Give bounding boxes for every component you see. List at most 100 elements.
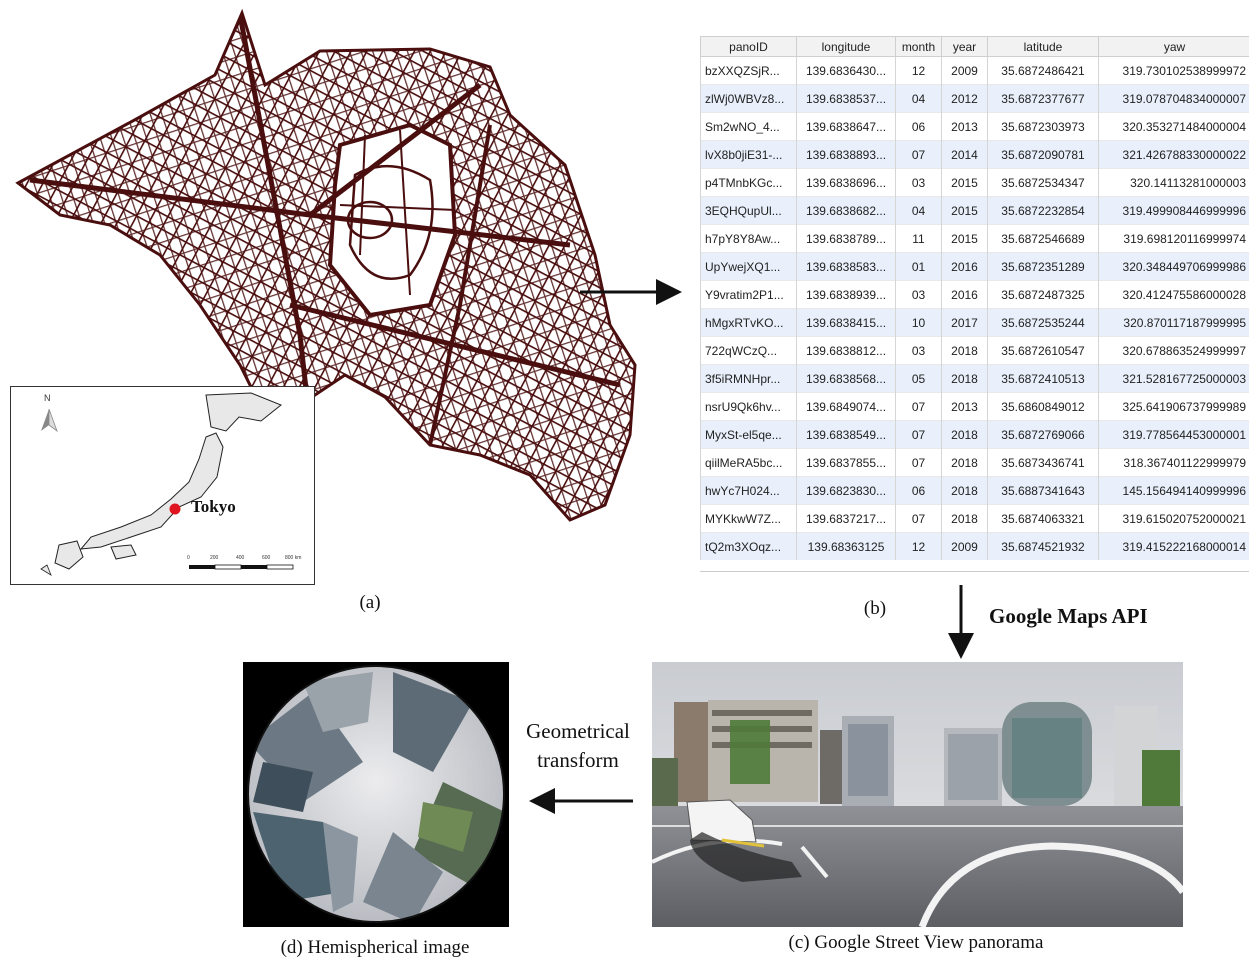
table-cell-longitude: 139.6838789... [796, 224, 896, 253]
table-cell-latitude: 35.6872486421 [987, 56, 1099, 85]
table-row[interactable]: hMgxRTvKO... 139.6838415... 10 2017 35.68725… [700, 308, 1249, 337]
caption-c: (c) Google Street View panorama [788, 932, 1044, 953]
table-cell-yaw: 319.615020752000021 [1098, 504, 1249, 533]
table-cell-yaw: 145.156494140999996 [1098, 476, 1249, 505]
table-row[interactable]: 722qWCzQ... 139.6838812... 03 2018 35.687261… [700, 336, 1249, 365]
table-cell-longitude: 139.6838939... [796, 280, 896, 309]
caption-a: (a) [359, 592, 381, 613]
table-row[interactable]: tQ2m3XOqz... 139.68363125 12 2009 35.6874521… [700, 532, 1249, 560]
table-cell-longitude: 139.6838583... [796, 252, 896, 281]
table-cell-yaw: 318.367401122999979 [1098, 448, 1249, 477]
table-cell-longitude: 139.6838682... [796, 196, 896, 225]
scale-bar [189, 564, 294, 570]
table-cell-panoid: MyxSt-el5qe... [700, 420, 797, 449]
scale-tick: 0 [187, 555, 190, 561]
table-cell-yaw: 319.499908446999996 [1098, 196, 1249, 225]
table-cell-yaw: 320.678863524999997 [1098, 336, 1249, 365]
table-cell-longitude: 139.6838812... [796, 336, 896, 365]
table-cell-panoid: UpYwejXQ1... [700, 252, 797, 281]
table-row[interactable]: hwYc7H024... 139.6823830... 06 2018 35.68873… [700, 476, 1249, 505]
table-row[interactable]: Y9vratim2P1... 139.6838939... 03 2016 35.687… [700, 280, 1249, 309]
japan-outline [40, 392, 294, 576]
arrow-right-icon [580, 279, 682, 305]
column-header-panoid[interactable]: panoID [700, 36, 797, 57]
table-row[interactable]: zlWj0WBVz8... 139.6838537... 04 2012 35.6872… [700, 84, 1249, 113]
geometrical-transform-label: Geometrical transform [514, 717, 642, 775]
table-cell-year: 2015 [941, 196, 988, 225]
table-cell-panoid: 722qWCzQ... [700, 336, 797, 365]
table-cell-longitude: 139.6838893... [796, 140, 896, 169]
table-cell-panoid: qiilMeRA5bc... [700, 448, 797, 477]
table-cell-year: 2013 [941, 392, 988, 421]
column-header-longitude[interactable]: longitude [796, 36, 896, 57]
table-cell-year: 2009 [941, 56, 988, 85]
table-cell-month: 06 [895, 112, 942, 141]
table-cell-month: 04 [895, 84, 942, 113]
table-cell-panoid: lvX8b0jiE31-... [700, 140, 797, 169]
table-cell-longitude: 139.6837855... [796, 448, 896, 477]
table-row[interactable]: h7pY8Y8Aw... 139.6838789... 11 2015 35.68725… [700, 224, 1249, 253]
column-header-yaw[interactable]: yaw [1098, 36, 1249, 57]
table-cell-yaw: 321.528167725000003 [1098, 364, 1249, 393]
scale-tick: 400 [236, 555, 245, 561]
table-cell-month: 05 [895, 364, 942, 393]
table-cell-yaw: 321.426788330000022 [1098, 140, 1249, 169]
table-row[interactable]: bzXXQZSjR... 139.6836430... 12 2009 35.68724… [700, 56, 1249, 85]
table-row[interactable]: MyxSt-el5qe... 139.6838549... 07 2018 35.687… [700, 420, 1249, 449]
table-row[interactable]: lvX8b0jiE31-... 139.6838893... 07 2014 35.68… [700, 140, 1249, 169]
table-cell-panoid: tQ2m3XOqz... [700, 532, 797, 560]
column-header-month[interactable]: month [895, 36, 942, 57]
table-cell-longitude: 139.6849074... [796, 392, 896, 421]
table-row[interactable]: UpYwejXQ1... 139.6838583... 01 2016 35.68723… [700, 252, 1249, 281]
table-row[interactable]: 3f5iRMNHpr... 139.6838568... 05 2018 35.6872… [700, 364, 1249, 393]
table-cell-month: 06 [895, 476, 942, 505]
table-cell-year: 2018 [941, 448, 988, 477]
panorama-metadata-table: panoID longitude month year latitude yaw… [700, 36, 1249, 572]
table-row[interactable]: p4TMnbKGc... 139.6838696... 03 2015 35.68725… [700, 168, 1249, 197]
table-cell-latitude: 35.6872232854 [987, 196, 1099, 225]
table-cell-year: 2018 [941, 476, 988, 505]
table-cell-latitude: 35.6860849012 [987, 392, 1099, 421]
table-cell-panoid: Y9vratim2P1... [700, 280, 797, 309]
caption-b: (b) [863, 598, 887, 619]
table-cell-year: 2014 [941, 140, 988, 169]
table-cell-panoid: zlWj0WBVz8... [700, 84, 797, 113]
column-header-year[interactable]: year [941, 36, 988, 57]
table-cell-month: 01 [895, 252, 942, 281]
table-cell-year: 2018 [941, 504, 988, 533]
table-cell-latitude: 35.6872546689 [987, 224, 1099, 253]
table-cell-year: 2015 [941, 224, 988, 253]
table-cell-yaw: 325.641906737999989 [1098, 392, 1249, 421]
table-cell-month: 07 [895, 448, 942, 477]
table-cell-year: 2018 [941, 420, 988, 449]
table-row[interactable]: qiilMeRA5bc... 139.6837855... 07 2018 35.687… [700, 448, 1249, 477]
table-cell-longitude: 139.68363125 [796, 532, 896, 560]
table-cell-yaw: 320.348449706999986 [1098, 252, 1249, 281]
table-row[interactable]: Sm2wNO_4... 139.6838647... 06 2013 35.687230… [700, 112, 1249, 141]
table-cell-latitude: 35.6872090781 [987, 140, 1099, 169]
table-row[interactable]: MYKkwW7Z... 139.6837217... 07 2018 35.687406… [700, 504, 1249, 533]
table-cell-panoid: 3f5iRMNHpr... [700, 364, 797, 393]
table-cell-month: 07 [895, 504, 942, 533]
table-cell-year: 2017 [941, 308, 988, 337]
table-cell-month: 03 [895, 280, 942, 309]
table-cell-latitude: 35.6872303973 [987, 112, 1099, 141]
tokyo-label: Tokyo [191, 497, 236, 516]
table-cell-panoid: 3EQHQupUl... [700, 196, 797, 225]
table-cell-panoid: Sm2wNO_4... [700, 112, 797, 141]
table-cell-year: 2013 [941, 112, 988, 141]
table-row[interactable]: nsrU9Qk6hv... 139.6849074... 07 2013 35.6860… [700, 392, 1249, 421]
table-cell-longitude: 139.6836430... [796, 56, 896, 85]
table-cell-panoid: hwYc7H024... [700, 476, 797, 505]
table-cell-panoid: bzXXQZSjR... [700, 56, 797, 85]
table-row[interactable]: 3EQHQupUl... 139.6838682... 04 2015 35.68722… [700, 196, 1249, 225]
table-cell-longitude: 139.6838568... [796, 364, 896, 393]
north-arrow-icon [41, 408, 58, 433]
table-cell-longitude: 139.6838415... [796, 308, 896, 337]
table-cell-month: 12 [895, 532, 942, 560]
table-cell-latitude: 35.6872535244 [987, 308, 1099, 337]
column-header-latitude[interactable]: latitude [987, 36, 1099, 57]
table-cell-year: 2018 [941, 364, 988, 393]
table-cell-panoid: hMgxRTvKO... [700, 308, 797, 337]
table-cell-latitude: 35.6874521932 [987, 532, 1099, 560]
